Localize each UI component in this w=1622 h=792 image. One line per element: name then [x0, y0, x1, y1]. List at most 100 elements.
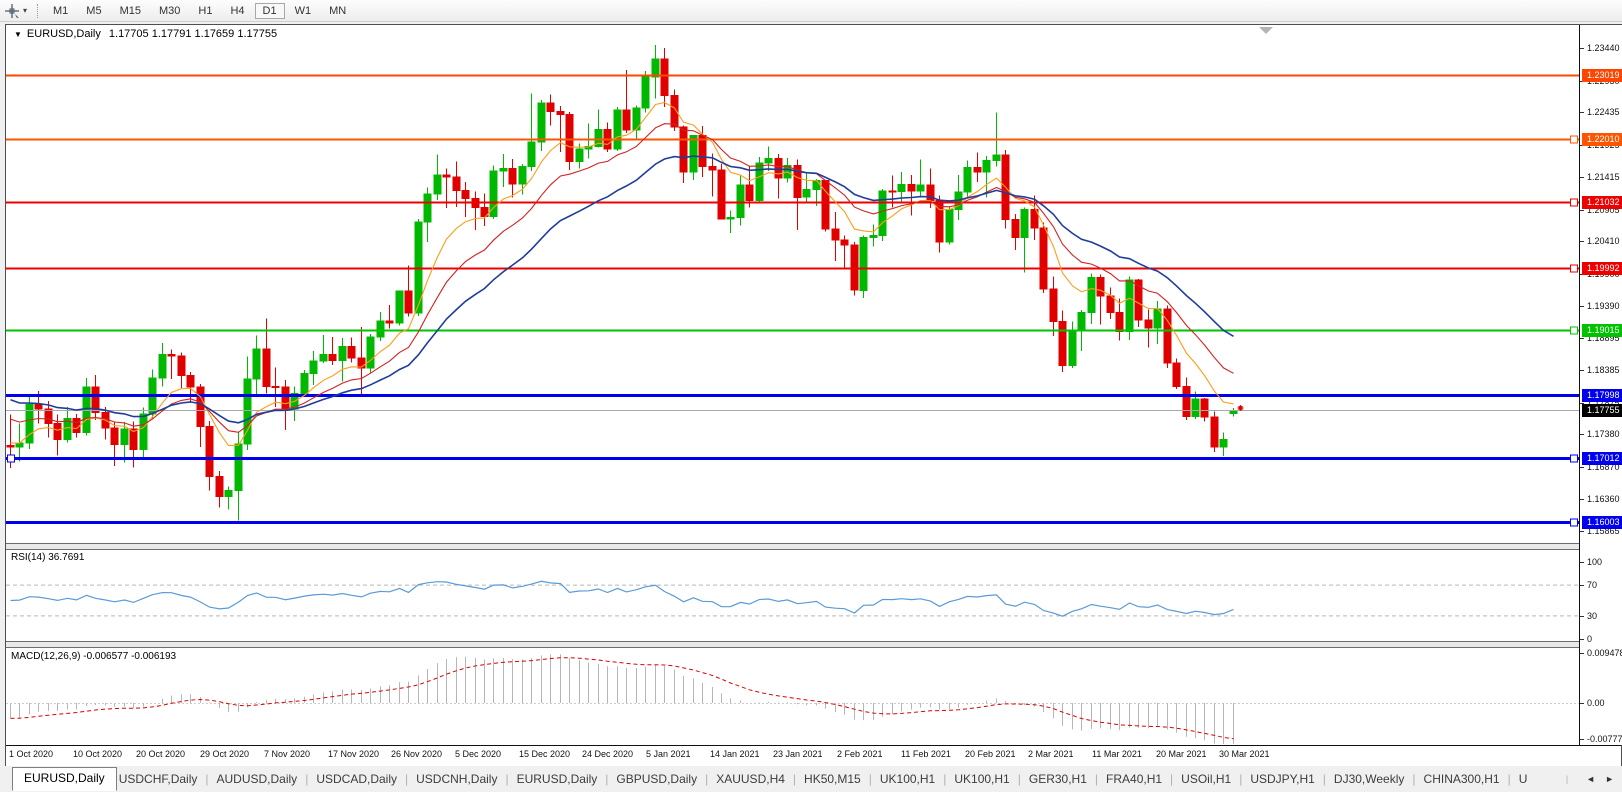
candle-body [328, 354, 337, 361]
candle-body [129, 428, 138, 451]
chart-tab-dj30-weekly[interactable]: DJ30,Weekly [1333, 772, 1405, 786]
candle-body [385, 320, 394, 324]
timeframe-button-mn[interactable]: MN [329, 4, 347, 17]
chart-tab-china300-h1[interactable]: CHINA300,H1 [1423, 772, 1500, 786]
candle-body [91, 386, 100, 414]
price-tick-label: 1.20905 [1587, 205, 1620, 215]
candle-body [6, 445, 15, 448]
chart-tab-usdjpy-h1[interactable]: USDJPY,H1 [1250, 772, 1315, 786]
tab-separator: | [705, 772, 709, 786]
axis-tick [1580, 639, 1584, 640]
macd-indicator-label: MACD(12,26,9) -0.006577 -0.006193 [11, 651, 177, 662]
candle-body [72, 417, 81, 433]
line-handle [1570, 198, 1578, 207]
timeframe-button-w1[interactable]: W1 [294, 4, 312, 17]
candle-body [897, 184, 906, 192]
candle-body [888, 190, 897, 193]
chart-tab-eurusd-daily[interactable]: EURUSD,Daily [516, 772, 598, 786]
chart-tab-usdcnh-daily[interactable]: USDCNH,Daily [416, 772, 498, 786]
top-toolbar: ▾ M1 M5 M15 M30 H1 H4 D1 W1 MN [0, 0, 1622, 22]
price-chart-canvas[interactable] [6, 25, 1579, 745]
timeframe-button-m15[interactable]: M15 [119, 4, 141, 17]
axis-tick [1580, 48, 1584, 49]
chart-tab-ger30-h1[interactable]: GER30,H1 [1028, 772, 1087, 786]
date-tick-label: 20 Mar 2021 [1156, 749, 1207, 759]
candle-body [271, 386, 280, 388]
axis-tick [1580, 434, 1584, 435]
chart-tab-hk50-m15[interactable]: HK50,M15 [804, 772, 861, 786]
date-tick-label: 7 Nov 2020 [264, 749, 311, 759]
price-axis[interactable]: 1.234401.229301.224351.219251.214151.209… [1579, 25, 1622, 745]
price-tick-label: 1.21415 [1587, 172, 1620, 182]
tab-separator: | [792, 772, 797, 786]
chart-tab-usoil-h1[interactable]: USOil,H1 [1181, 772, 1232, 786]
candle-body [651, 58, 660, 78]
price-tick-label: 1.16870 [1587, 462, 1620, 472]
axis-tick [1580, 241, 1584, 242]
chart-tab-gbpusd-daily[interactable]: GBPUSD,Daily [616, 772, 698, 786]
date-tick-label: 2 Feb 2021 [837, 749, 883, 759]
price-pointer-marker [1237, 405, 1244, 411]
time-axis[interactable]: 1 Oct 2020 10 Oct 2020 20 Oct 2020 29 Oct 2… [6, 745, 1621, 766]
candle-body [1219, 438, 1228, 448]
chart-symbol-label: EURUSD,Daily [26, 28, 101, 40]
chart-tab-xauusd-h4[interactable]: XAUUSD,H4 [716, 772, 785, 786]
candle-body [1115, 312, 1124, 333]
candle-body [556, 110, 565, 116]
chart-tab-bar: EURUSD,Daily USDCHF,Daily | AUDUSD,Daily | US… [0, 766, 1622, 792]
tab-scroll-right-icon[interactable]: ► [1605, 774, 1614, 784]
cursor-tool-button[interactable]: ▾ [0, 3, 31, 19]
chart-tab-eurusd-daily[interactable]: EURUSD,Daily [12, 767, 117, 791]
chart-tab-fra40-h1[interactable]: FRA40,H1 [1106, 772, 1163, 786]
candle-body [613, 109, 622, 150]
timeframe-button-m1[interactable]: M1 [53, 4, 69, 17]
date-tick-label: 1 Oct 2020 [9, 749, 54, 759]
candle-body [641, 76, 650, 109]
candle-body [689, 135, 698, 173]
hline-price-badge: 1.17012 [1582, 452, 1622, 465]
candle-body [1172, 362, 1181, 387]
date-tick-label: 5 Dec 2020 [455, 749, 502, 759]
candle-body [745, 184, 754, 201]
line-handle [1570, 326, 1578, 335]
tab-separator: | [1507, 772, 1511, 786]
hline-price-badge: 1.22010 [1582, 133, 1622, 146]
timeframe-button-m5[interactable]: M5 [86, 4, 102, 17]
candle-body [1200, 398, 1209, 418]
candle-body [622, 109, 631, 131]
candle-body [1087, 277, 1096, 313]
tab-scroll-left-icon[interactable]: ◄ [1586, 774, 1596, 784]
candle-body [575, 148, 584, 163]
timeframe-toolbar: M1 M5 M15 M30 H1 H4 D1 W1 MN [44, 2, 355, 19]
timeframe-button-m30[interactable]: M30 [158, 4, 181, 17]
collapse-triangle-icon[interactable]: ▼ [14, 30, 22, 39]
chart-tab-usdchf-daily[interactable]: USDCHF,Daily [118, 772, 198, 786]
chart-tab-uk100-h1[interactable]: UK100,H1 [954, 772, 1010, 786]
timeframe-button-h1[interactable]: H1 [198, 4, 213, 17]
chart-tab-u[interactable]: U [1518, 772, 1528, 786]
timeframe-button-d1[interactable]: D1 [254, 2, 285, 19]
chart-tab-usdcad-daily[interactable]: USDCAD,Daily [316, 772, 397, 786]
timeframe-button-h4[interactable]: H4 [230, 4, 245, 17]
price-tick-label: 1.15865 [1587, 526, 1620, 536]
chart-tab-audusd-daily[interactable]: AUDUSD,Daily [216, 772, 298, 786]
axis-tick [1580, 338, 1584, 339]
candle-body [499, 168, 508, 172]
date-tick-label: 5 Jan 2021 [646, 749, 691, 759]
candle-body [376, 320, 385, 338]
chart-shift-marker[interactable] [1259, 27, 1273, 34]
date-tick-label: 20 Feb 2021 [965, 749, 1016, 759]
chart-tab-uk100-h1[interactable]: UK100,H1 [879, 772, 936, 786]
candle-body [840, 239, 849, 246]
candle-body [546, 102, 555, 112]
chevron-down-icon[interactable]: ▾ [23, 6, 28, 15]
candle-body [53, 422, 62, 440]
tab-separator: | [1412, 772, 1416, 786]
pane-divider-macd[interactable] [6, 641, 1621, 648]
candle-body [120, 428, 129, 446]
main-pane-lines [10, 101, 1244, 447]
price-tick-label: 1.19390 [1587, 301, 1620, 311]
price-tick-label: 1.20410 [1587, 236, 1620, 246]
pane-divider-rsi[interactable] [6, 543, 1621, 550]
candle-body [224, 489, 233, 498]
